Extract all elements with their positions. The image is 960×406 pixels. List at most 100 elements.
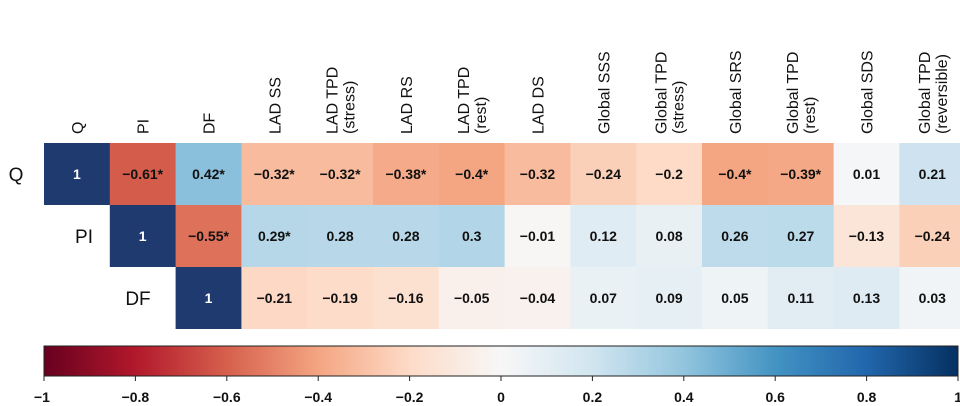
cell-value: 1 xyxy=(73,166,81,182)
cell-value: 0.42* xyxy=(192,166,225,182)
column-label: Q xyxy=(70,122,87,134)
column-label-text: LAD DS xyxy=(531,76,548,134)
cell-value: −0.61* xyxy=(122,166,163,182)
colorbar-tick-label: 1 xyxy=(954,389,960,405)
cell-value: 0.29* xyxy=(258,228,291,244)
heatmap-cell xyxy=(175,267,242,329)
cell-value: −0.4* xyxy=(718,166,752,182)
heatmap-cell xyxy=(767,143,835,205)
heatmap-cell xyxy=(570,143,637,205)
heatmap-cell xyxy=(373,205,440,267)
heatmap-cell xyxy=(241,267,308,329)
heatmap-cell xyxy=(241,205,308,267)
column-label-text: PI xyxy=(136,119,153,134)
cell-value: −0.38* xyxy=(385,166,426,182)
heatmap-cell xyxy=(373,143,440,205)
colorbar: −1 −0.8 −0.6 −0.4 −0.2 0 0.2 0.4 0.6 0.8 1 xyxy=(34,345,960,405)
heatmap-cell xyxy=(899,143,960,205)
column-label-text: Global SRS xyxy=(728,50,745,134)
cell-value: −0.32* xyxy=(254,166,295,182)
cell-value: 0.03 xyxy=(919,290,946,306)
cell-value: −0.16 xyxy=(388,290,424,306)
heatmap-cell xyxy=(636,205,703,267)
heatmap-cell xyxy=(175,205,242,267)
colorbar-tick-label: 0.2 xyxy=(583,389,603,405)
column-label: PI xyxy=(136,119,153,134)
heatmap-cell xyxy=(438,205,506,267)
cell-value: 0.28 xyxy=(326,228,353,244)
column-label-text: LAD TPD xyxy=(325,67,342,134)
heatmap-cell xyxy=(307,205,374,267)
cell-value: 1 xyxy=(139,228,147,244)
column-label-text: Global TPD xyxy=(654,52,671,134)
heatmap-cell xyxy=(175,143,242,205)
heatmap-cell xyxy=(109,205,177,267)
cell-value: −0.39* xyxy=(780,166,821,182)
column-label: LAD SS xyxy=(267,77,284,134)
cell-value: 0.01 xyxy=(853,166,880,182)
heatmap-cell xyxy=(504,267,571,329)
column-label-text: Global TPD xyxy=(785,52,802,134)
row-label: Q xyxy=(9,165,24,186)
heatmap-cell xyxy=(833,143,900,205)
heatmap-cell xyxy=(44,143,111,205)
heatmap-cell xyxy=(702,267,769,329)
column-label-text: (rest) xyxy=(802,97,819,134)
colorbar-gradient xyxy=(43,345,959,377)
heatmap-cells: 1 −0.61* 0.42* −0.32* −0.32* −0.38* −0.4* −0.32… xyxy=(44,143,960,329)
cell-value: −0.2 xyxy=(655,166,683,182)
cell-value: −0.24 xyxy=(915,228,951,244)
colorbar-tick-label: −0.8 xyxy=(122,389,150,405)
heatmap-cell xyxy=(767,267,835,329)
heatmap-cell xyxy=(899,205,960,267)
cell-value: 0.09 xyxy=(655,290,682,306)
colorbar-tick-label: −0.4 xyxy=(304,389,332,405)
cell-value: −0.04 xyxy=(520,290,556,306)
column-label: Global TPD (stress) xyxy=(654,52,688,134)
heatmap-cell xyxy=(833,267,900,329)
heatmap-cell xyxy=(570,205,637,267)
cell-value: −0.21 xyxy=(257,290,293,306)
heatmap-cell xyxy=(307,143,374,205)
column-label-text: Q xyxy=(70,122,87,134)
cell-value: −0.24 xyxy=(586,166,622,182)
heatmap-cell xyxy=(702,143,769,205)
column-label-text: (reversible) xyxy=(934,54,951,134)
heatmap-cell xyxy=(899,267,960,329)
row-label: DF xyxy=(125,289,150,310)
column-label: LAD DS xyxy=(531,76,548,134)
colorbar-tick-label: −0.6 xyxy=(213,389,241,405)
heatmap-cell xyxy=(373,267,440,329)
column-label: LAD TPD (stress) xyxy=(325,67,359,134)
column-labels: Q PI DF LAD SS LAD TPD (stress) LAD RS LAD TPD(… xyxy=(70,50,951,134)
column-label: Global TPD (rest) xyxy=(785,52,819,134)
cell-value: 0.07 xyxy=(590,290,617,306)
column-label-text: Global TPD xyxy=(917,52,934,134)
column-label: Global SSS xyxy=(596,51,613,134)
heatmap-cell xyxy=(504,143,571,205)
cell-value: 0.3 xyxy=(462,228,482,244)
cell-value: 1 xyxy=(205,290,213,306)
colorbar-tick-label: 0.8 xyxy=(857,389,877,405)
column-label: LAD TPD (rest) xyxy=(456,67,490,134)
column-label-text: Global SSS xyxy=(596,51,613,134)
cell-value: −0.13 xyxy=(849,228,885,244)
row-labels: Q PI DF xyxy=(9,165,151,310)
colorbar-tick-label: 0 xyxy=(497,389,505,405)
heatmap-cell xyxy=(504,205,571,267)
column-label-text: (stress) xyxy=(342,81,359,134)
colorbar-tick-label: −1 xyxy=(34,389,50,405)
cell-value: 0.28 xyxy=(392,228,419,244)
heatmap-cell xyxy=(438,143,506,205)
cell-value: −0.55* xyxy=(188,228,229,244)
cell-value: −0.32 xyxy=(520,166,556,182)
column-label: Global SDS xyxy=(860,50,877,134)
heatmap-cell xyxy=(702,205,769,267)
cell-value: −0.4* xyxy=(455,166,489,182)
cell-value: 0.27 xyxy=(787,228,814,244)
cell-value: −0.19 xyxy=(322,290,358,306)
column-label: DF xyxy=(202,112,219,134)
column-label-text: LAD RS xyxy=(399,76,416,134)
colorbar-tick-label: 0.4 xyxy=(674,389,694,405)
